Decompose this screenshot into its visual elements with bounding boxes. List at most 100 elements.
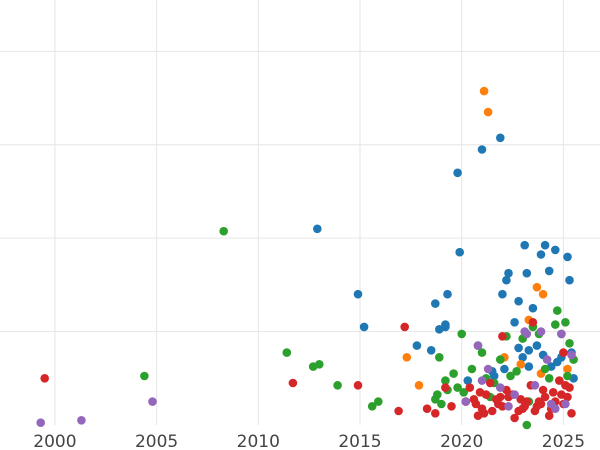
- scatter-point: [471, 399, 481, 409]
- scatter-point: [563, 371, 572, 381]
- scatter-point: [540, 240, 550, 250]
- scatter-point: [563, 252, 572, 262]
- scatter-point: [524, 346, 534, 355]
- scatter-point: [538, 289, 548, 299]
- x-tick-label: 2005: [135, 432, 178, 450]
- scatter-point: [496, 133, 505, 143]
- scatter-point: [567, 350, 576, 360]
- scatter-point: [485, 378, 495, 388]
- scatter-point: [553, 306, 562, 315]
- scatter-point: [455, 247, 465, 257]
- scatter-point: [433, 390, 442, 399]
- scatter-point: [367, 402, 377, 411]
- scatter-point: [479, 86, 489, 96]
- scatter-point: [465, 383, 475, 392]
- scatter-point: [557, 329, 566, 339]
- scatter-point: [412, 341, 422, 350]
- scatter-point: [496, 392, 505, 402]
- scatter-point: [532, 402, 542, 411]
- scatter-point: [394, 406, 403, 416]
- scatter-point: [565, 339, 574, 348]
- scatter-point: [219, 226, 228, 236]
- scatter-point: [36, 418, 45, 428]
- x-tick-label: 2000: [33, 432, 76, 450]
- scatter-point: [483, 364, 493, 374]
- scatter-point: [522, 268, 532, 278]
- x-tick-label: 2025: [542, 432, 585, 450]
- scatter-point: [453, 383, 462, 392]
- scatter-point: [40, 374, 49, 383]
- scatter-point: [500, 364, 509, 374]
- scatter-point: [353, 381, 363, 390]
- scatter-point: [475, 388, 485, 397]
- scatter-point: [551, 404, 560, 414]
- scatter-point: [551, 245, 560, 255]
- scatter-point: [441, 376, 450, 385]
- scatter-point: [477, 348, 487, 357]
- scatter-point: [315, 360, 324, 369]
- scatter-point: [498, 332, 507, 341]
- scatter-point: [538, 385, 548, 395]
- scatter-point: [532, 341, 542, 350]
- scatter-point: [502, 275, 511, 285]
- scatter-point: [530, 381, 540, 390]
- scatter-point: [447, 402, 456, 411]
- scatter-point: [282, 348, 292, 357]
- scatter-point: [540, 364, 550, 374]
- scatter-point: [140, 371, 149, 381]
- scatter-point: [516, 360, 525, 369]
- scatter-point: [551, 320, 560, 329]
- scatter-point: [402, 353, 412, 362]
- scatter-point: [544, 411, 554, 421]
- scatter-point: [457, 329, 467, 339]
- x-tick-label: 2020: [440, 432, 483, 450]
- scatter-point: [359, 322, 369, 332]
- scatter-point: [565, 383, 574, 392]
- scatter-point: [512, 367, 521, 376]
- scatter-point: [528, 303, 538, 313]
- scatter-point: [483, 107, 493, 117]
- scatter-point: [542, 355, 552, 364]
- scatter-point: [473, 341, 483, 350]
- scatter-point: [510, 318, 519, 327]
- scatter-point: [565, 275, 574, 285]
- scatter-point: [561, 318, 570, 327]
- scatter-point: [437, 399, 446, 409]
- scatter-point: [431, 299, 440, 308]
- scatter-point: [374, 397, 383, 406]
- scatter-point: [422, 404, 432, 414]
- scatter-point: [463, 376, 473, 385]
- scatter-point: [467, 364, 477, 374]
- x-tick-label: 2015: [338, 432, 381, 450]
- scatter-point: [514, 296, 523, 306]
- scatter-point: [524, 362, 534, 371]
- scatter-point: [443, 289, 452, 299]
- scatter-point: [522, 420, 532, 430]
- scatter-point: [498, 289, 507, 299]
- scatter-point: [510, 390, 519, 399]
- scatter-point: [489, 371, 499, 381]
- scatter-point: [561, 399, 570, 409]
- x-tick-label: 2010: [237, 432, 280, 450]
- scatter-point: [522, 397, 532, 406]
- scatter-point: [567, 409, 576, 418]
- scatter-point: [461, 397, 471, 406]
- scatter-point: [400, 322, 410, 332]
- scatter-point: [559, 348, 568, 357]
- scatter-point: [479, 409, 489, 418]
- scatter-point: [540, 392, 550, 402]
- scatter-point: [353, 289, 363, 299]
- scatter-point: [520, 240, 529, 250]
- scatter-point: [504, 268, 513, 278]
- scatter-point: [514, 406, 523, 416]
- scatter-point: [487, 406, 497, 416]
- scatter-point: [528, 318, 538, 327]
- scatter-point: [496, 383, 505, 392]
- scatter-point: [477, 376, 487, 385]
- scatter-point: [453, 168, 462, 178]
- scatter-point: [441, 383, 450, 392]
- scatter-point: [544, 266, 554, 276]
- scatter-point: [288, 378, 298, 388]
